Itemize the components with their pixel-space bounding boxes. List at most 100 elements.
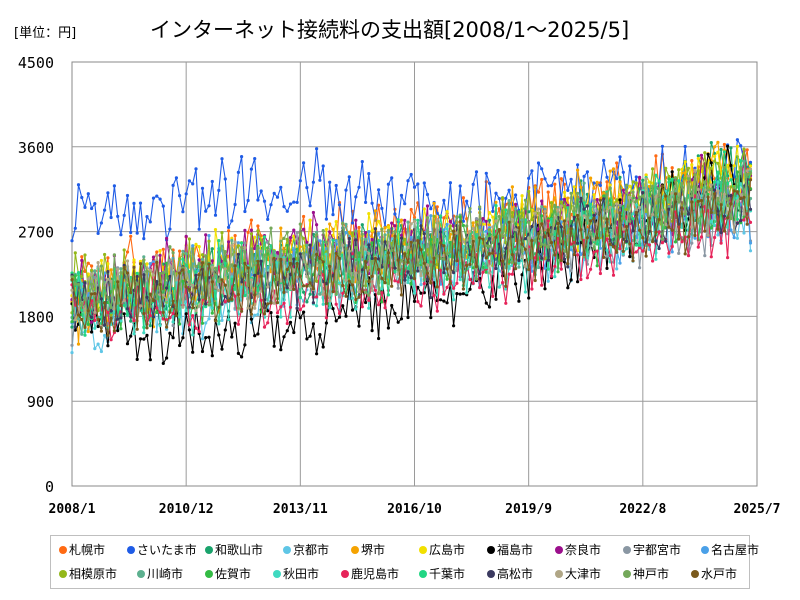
data-point (83, 325, 87, 329)
data-point (536, 161, 541, 165)
data-point (259, 259, 263, 263)
data-point (80, 195, 84, 200)
data-point (445, 252, 449, 256)
data-point (589, 176, 593, 180)
data-point (73, 328, 77, 332)
data-point (106, 262, 110, 266)
data-point (285, 267, 289, 272)
data-point (207, 317, 211, 321)
data-point (367, 243, 371, 247)
data-point (184, 308, 188, 313)
data-point (138, 201, 143, 205)
data-point (517, 210, 521, 214)
data-point (439, 230, 443, 234)
data-point (520, 249, 524, 254)
data-point (288, 261, 293, 266)
data-point (686, 177, 691, 181)
data-point (328, 180, 332, 184)
data-point (259, 249, 263, 253)
legend-marker (205, 569, 213, 578)
data-point (559, 197, 563, 201)
data-point (249, 218, 253, 222)
data-point (171, 336, 175, 340)
data-point (197, 261, 201, 265)
data-point (253, 273, 257, 277)
data-point (380, 276, 384, 280)
data-point (745, 148, 749, 152)
data-point (93, 310, 97, 314)
data-point (197, 330, 201, 334)
data-point (194, 326, 198, 330)
data-point (311, 322, 315, 326)
data-point (693, 168, 697, 172)
data-point (722, 229, 727, 233)
data-point (713, 145, 717, 149)
data-point (292, 257, 296, 261)
data-point (703, 180, 707, 184)
data-point (334, 251, 338, 255)
data-point (151, 255, 156, 259)
data-point (634, 175, 638, 179)
data-point (302, 214, 306, 219)
data-point (732, 236, 736, 240)
data-point (282, 250, 286, 254)
legend-label: 名古屋市 (711, 543, 760, 557)
data-point (651, 212, 655, 217)
data-point (396, 320, 400, 324)
data-point (285, 321, 289, 326)
data-point (585, 209, 590, 213)
data-point (399, 293, 404, 297)
data-point (122, 298, 126, 303)
data-point (305, 264, 309, 269)
data-point (194, 273, 198, 277)
data-point (246, 230, 250, 234)
data-point (70, 351, 74, 355)
data-point (595, 236, 599, 240)
data-point (497, 228, 501, 232)
data-point (631, 212, 635, 216)
data-point (530, 287, 534, 291)
data-point (673, 240, 678, 244)
data-point (122, 312, 126, 316)
data-point (514, 267, 518, 271)
data-point (367, 212, 371, 216)
data-point (716, 227, 720, 231)
data-point (546, 219, 550, 223)
data-point (605, 254, 609, 258)
data-point (585, 204, 590, 208)
data-point (735, 144, 740, 148)
data-point (686, 212, 691, 216)
data-point (151, 273, 156, 277)
data-point (416, 218, 420, 222)
data-point (96, 261, 100, 265)
data-point (647, 243, 652, 247)
data-point (429, 281, 433, 285)
data-point (501, 196, 505, 200)
data-point (354, 246, 358, 250)
data-point (670, 170, 674, 174)
data-point (709, 183, 713, 187)
data-point (530, 169, 534, 173)
data-point (70, 325, 74, 329)
data-point (321, 345, 325, 349)
data-point (465, 224, 469, 228)
data-point (142, 325, 146, 329)
data-point (142, 258, 146, 262)
data-point (367, 306, 371, 310)
data-point (227, 225, 231, 229)
data-point (654, 230, 658, 234)
data-point (618, 193, 622, 197)
data-point (373, 209, 377, 213)
data-point (344, 314, 348, 318)
data-point (73, 318, 77, 322)
data-point (514, 193, 518, 197)
data-point (256, 198, 260, 202)
data-point (357, 251, 361, 255)
data-point (305, 337, 309, 341)
data-point (425, 192, 430, 197)
data-point (194, 264, 198, 269)
data-point (533, 239, 537, 243)
data-point (269, 203, 273, 207)
data-point (729, 217, 733, 221)
data-point (298, 179, 302, 183)
